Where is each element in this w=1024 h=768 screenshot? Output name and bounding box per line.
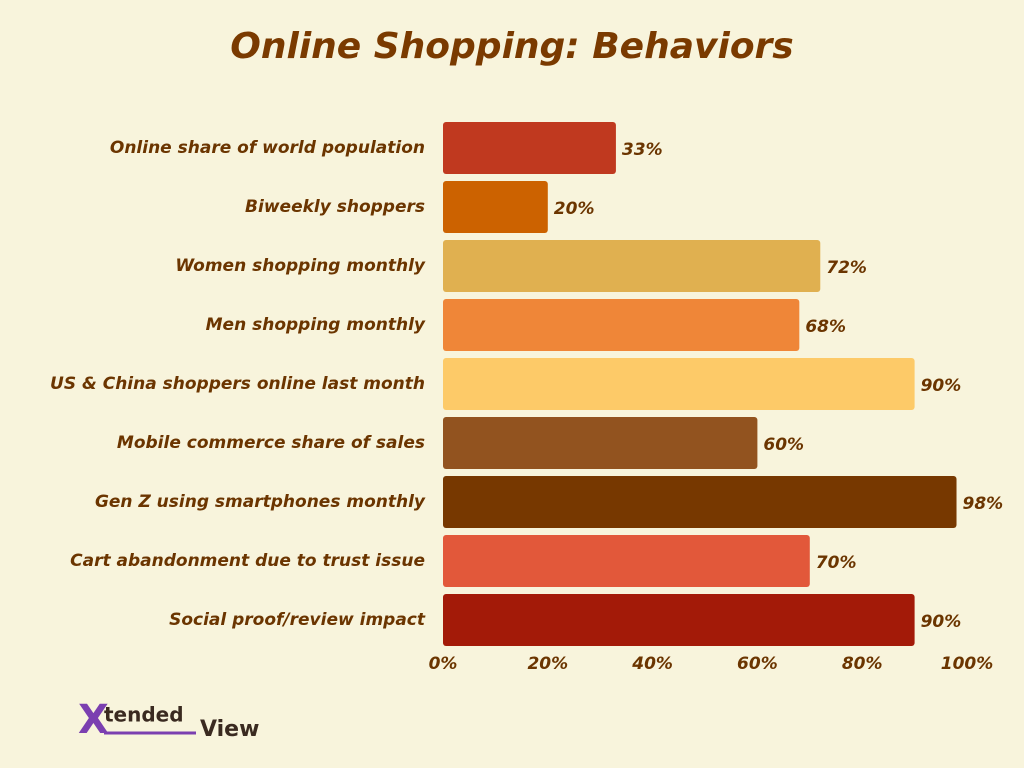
y-tick-label: Women shopping monthly — [175, 256, 426, 276]
x-tick-label: 100% — [941, 654, 994, 674]
x-tick-label: 0% — [429, 654, 458, 674]
value-label: 68% — [805, 317, 846, 337]
y-tick-label: Gen Z using smartphones monthly — [95, 492, 426, 512]
value-label: 90% — [921, 376, 962, 396]
y-tick-label: Men shopping monthly — [206, 315, 426, 335]
value-label: 33% — [622, 140, 663, 160]
value-label: 70% — [816, 553, 857, 573]
logo-word: tended — [104, 703, 184, 727]
chart-title: Online Shopping: Behaviors — [230, 26, 793, 67]
bar — [443, 122, 616, 174]
y-tick-label: US & China shoppers online last month — [50, 374, 425, 394]
y-tick-label: Social proof/review impact — [169, 610, 426, 630]
value-label: 60% — [763, 435, 804, 455]
y-tick-label: Cart abandonment due to trust issue — [70, 551, 425, 571]
y-tick-label: Biweekly shoppers — [245, 197, 425, 217]
value-label: 20% — [554, 199, 595, 219]
value-label: 72% — [826, 258, 867, 278]
value-label: 90% — [921, 612, 962, 632]
bar — [443, 240, 821, 292]
logo: X tended View — [78, 697, 259, 743]
value-label: 98% — [963, 494, 1004, 514]
x-tick-label: 20% — [527, 654, 568, 674]
y-tick-label: Online share of world population — [110, 138, 425, 158]
x-tick-label: 40% — [631, 654, 673, 674]
logo-mark: X — [78, 697, 109, 743]
bar — [443, 535, 810, 587]
y-tick-label: Mobile commerce share of sales — [117, 433, 425, 453]
x-tick-label: 80% — [842, 654, 883, 674]
bar — [443, 299, 800, 351]
bar — [443, 181, 548, 233]
bar — [443, 358, 915, 410]
bar — [443, 594, 915, 646]
bar — [443, 417, 758, 469]
x-tick-label: 60% — [737, 654, 778, 674]
logo-word: View — [200, 717, 259, 742]
bar — [443, 476, 957, 528]
